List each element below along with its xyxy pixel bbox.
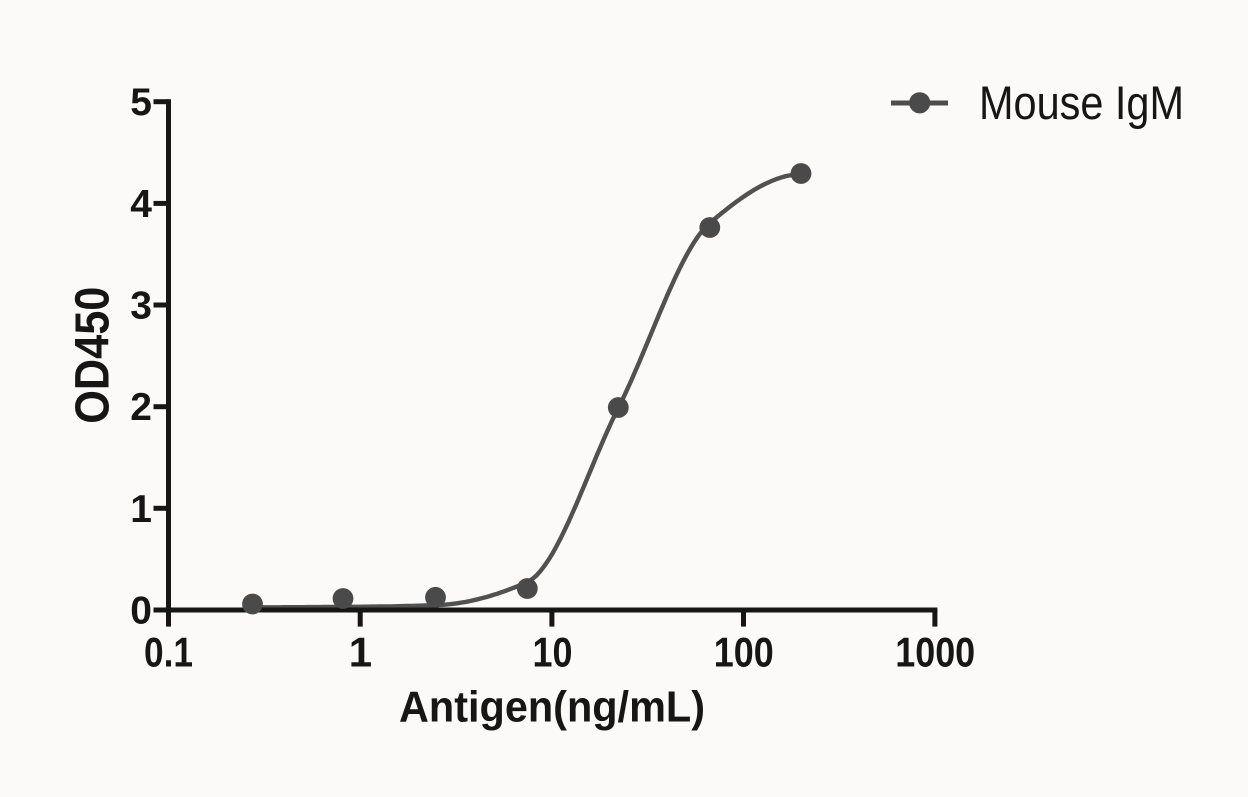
svg-text:2: 2 xyxy=(130,386,152,429)
svg-text:4: 4 xyxy=(130,183,152,226)
svg-text:5: 5 xyxy=(130,81,152,124)
svg-text:0.1: 0.1 xyxy=(144,629,193,676)
svg-text:0: 0 xyxy=(130,590,152,633)
svg-text:3: 3 xyxy=(130,285,152,328)
svg-text:100: 100 xyxy=(714,629,774,676)
svg-text:Mouse IgM: Mouse IgM xyxy=(979,76,1184,129)
svg-text:10: 10 xyxy=(533,629,573,676)
svg-text:1: 1 xyxy=(349,629,372,676)
svg-text:OD450: OD450 xyxy=(67,287,120,424)
svg-text:Antigen(ng/mL): Antigen(ng/mL) xyxy=(399,683,705,732)
svg-text:1000: 1000 xyxy=(895,629,975,676)
svg-text:1: 1 xyxy=(130,488,152,531)
